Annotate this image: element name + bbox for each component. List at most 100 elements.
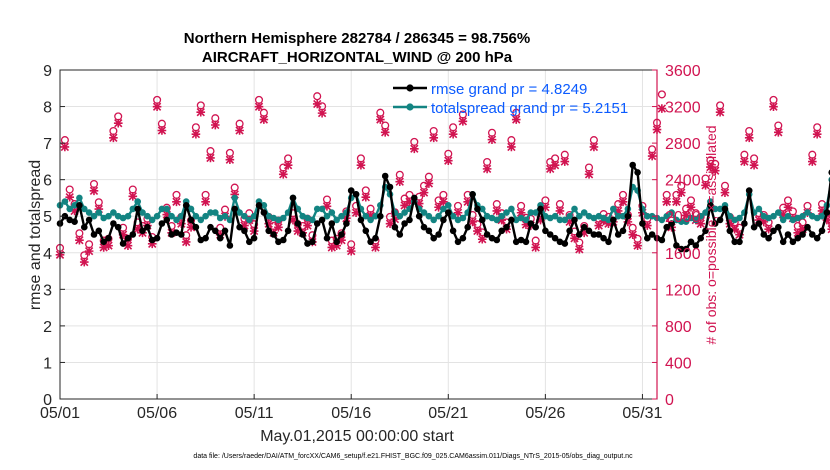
- y-axis-right-label: # of obs: o=possible; ×=assimilated: [703, 125, 719, 344]
- totalspread-point: [362, 212, 370, 220]
- obs-assimilated-point: [662, 197, 672, 207]
- obs-assimilated-point: [589, 142, 599, 152]
- rmse-point: [129, 231, 137, 238]
- totalspread-point: [372, 212, 379, 220]
- obs-assimilated-point: [570, 234, 579, 243]
- rmse-point: [430, 234, 438, 242]
- rmse-point: [95, 227, 103, 235]
- obs-assimilated-point: [735, 230, 744, 239]
- rmse-point: [260, 209, 268, 216]
- obs-possible-point: [589, 136, 598, 145]
- rmse-point: [313, 220, 321, 227]
- rmse-point: [449, 227, 457, 235]
- totalspread-point: [576, 212, 583, 220]
- rmse-point: [459, 234, 467, 242]
- rmse-point: [158, 220, 166, 227]
- obs-assimilated-point: [278, 170, 288, 179]
- obs-assimilated-point: [715, 107, 725, 117]
- obs-assimilated-point: [817, 206, 827, 216]
- rmse-point: [435, 231, 442, 238]
- rmse-point: [644, 234, 651, 242]
- obs-possible-point: [75, 229, 84, 238]
- rmse-point: [105, 234, 112, 242]
- rmse-point: [634, 169, 641, 176]
- obs-assimilated-point: [303, 221, 312, 230]
- obs-assimilated-point: [395, 177, 405, 186]
- obs-assimilated-point: [201, 197, 210, 207]
- obs-assimilated-point: [555, 206, 565, 216]
- obs-assimilated-point: [468, 217, 477, 227]
- obs-assimilated-point: [79, 257, 89, 267]
- totalspread-point: [231, 194, 238, 202]
- obs-assimilated-point: [118, 230, 128, 239]
- obs-assimilated-point: [240, 221, 249, 230]
- obs-possible-point: [109, 126, 118, 136]
- legend-spread-label: totalspread grand pr = 5.2151: [431, 100, 628, 117]
- totalspread-point: [784, 212, 792, 220]
- totalspread-point: [246, 216, 253, 224]
- obs-possible-point: [114, 112, 123, 121]
- obs-possible-point: [284, 154, 293, 163]
- rmse-point: [250, 234, 258, 242]
- rmse-point: [493, 236, 501, 244]
- obs-possible-point: [740, 150, 749, 159]
- obs-possible-point: [424, 172, 433, 181]
- obs-assimilated-point: [541, 202, 550, 212]
- rmse-point: [280, 236, 287, 244]
- rmse-point: [498, 227, 506, 235]
- obs-possible-point: [376, 108, 385, 117]
- rmse-point: [546, 231, 554, 238]
- rmse-point: [367, 238, 374, 246]
- totalspread-point: [323, 212, 331, 220]
- rmse-point: [381, 172, 389, 180]
- obs-assimilated-point: [191, 129, 201, 139]
- totalspread-point: [85, 209, 93, 216]
- obs-assimilated-point: [274, 223, 283, 232]
- y-left-tick-label: 8: [43, 100, 52, 117]
- rmse-point: [309, 238, 316, 246]
- obs-possible-point: [410, 137, 419, 146]
- totalspread-point: [163, 205, 171, 213]
- totalspread-point: [435, 212, 442, 220]
- obs-assimilated-point: [225, 155, 235, 165]
- totalspread-point: [668, 209, 675, 216]
- obs-possible-point: [745, 126, 754, 136]
- obs-possible-point: [196, 101, 205, 110]
- obs-assimilated-point: [458, 117, 468, 126]
- obs-assimilated-point: [642, 221, 652, 230]
- totalspread-point: [532, 209, 539, 216]
- obs-possible-point: [191, 123, 200, 132]
- totalspread-point: [522, 216, 530, 224]
- obs-assimilated-point: [759, 217, 769, 227]
- obs-possible-point: [157, 119, 166, 128]
- obs-assimilated-point: [604, 219, 613, 229]
- obs-assimilated-point: [196, 107, 206, 117]
- rmse-point: [775, 223, 782, 231]
- rmse-point: [139, 227, 146, 235]
- obs-assimilated-point: [623, 217, 633, 227]
- obs-assimilated-point: [322, 202, 332, 211]
- obs-possible-point: [769, 95, 778, 104]
- rmse-point: [765, 234, 772, 242]
- rmse-point: [479, 216, 486, 224]
- rmse-point: [289, 194, 297, 202]
- rmse-point: [406, 216, 413, 224]
- obs-assimilated-point: [575, 244, 584, 254]
- rmse-point: [508, 216, 515, 224]
- totalspread-point: [420, 209, 428, 216]
- rmse-point: [711, 220, 719, 227]
- totalspread-point: [697, 212, 704, 220]
- totalspread-point: [168, 212, 175, 220]
- obs-assimilated-point: [181, 237, 191, 247]
- obs-assimilated-point: [283, 160, 293, 170]
- rmse-point: [614, 231, 622, 238]
- totalspread-point: [236, 209, 243, 216]
- totalspread-point: [71, 202, 78, 209]
- rmse-point: [784, 231, 792, 238]
- obs-possible-point: [429, 126, 438, 136]
- obs-possible-point: [487, 128, 497, 137]
- obs-assimilated-point: [774, 127, 783, 137]
- obs-assimilated-point: [778, 210, 788, 219]
- obs-assimilated-point: [186, 223, 196, 232]
- rmse-point: [571, 216, 578, 224]
